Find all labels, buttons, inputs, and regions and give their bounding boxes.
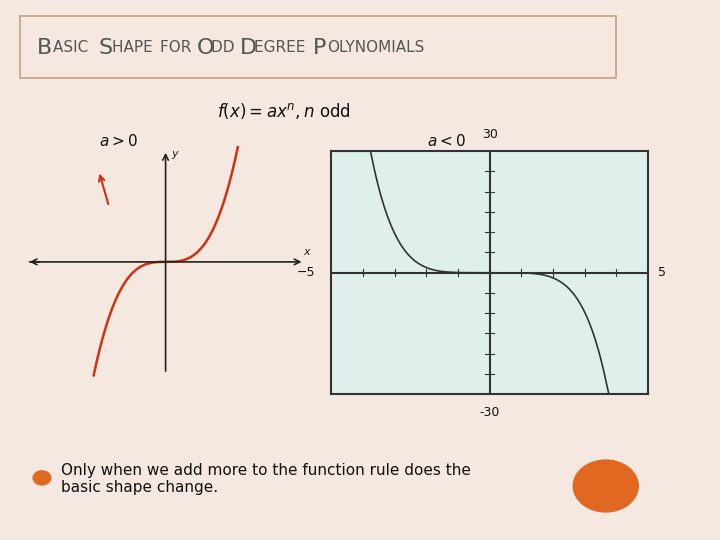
Text: FOR: FOR (161, 40, 197, 55)
Text: 5: 5 (657, 266, 665, 279)
Text: y: y (172, 149, 179, 159)
Text: B: B (37, 37, 53, 58)
Text: DD: DD (211, 40, 240, 55)
Text: P: P (313, 37, 327, 58)
Text: ASIC: ASIC (53, 40, 93, 55)
Text: Only when we add more to the function rule does the: Only when we add more to the function ru… (61, 463, 471, 478)
Text: $a < 0$: $a < 0$ (428, 133, 466, 149)
Text: -30: -30 (480, 406, 500, 420)
Text: $a > 0$: $a > 0$ (99, 133, 138, 149)
Circle shape (573, 460, 638, 512)
Text: EGREE: EGREE (254, 40, 311, 55)
Text: 30: 30 (482, 128, 498, 141)
Text: x: x (304, 247, 310, 257)
Text: basic shape change.: basic shape change. (61, 480, 218, 495)
Circle shape (33, 471, 50, 485)
Text: HAPE: HAPE (112, 40, 157, 55)
Text: OLYNOMIALS: OLYNOMIALS (327, 40, 424, 55)
Text: O: O (197, 37, 214, 58)
Text: S: S (98, 37, 112, 58)
Bar (20, 16, 616, 78)
Text: −5: −5 (297, 266, 315, 279)
Text: D: D (240, 37, 257, 58)
Text: $f(x) = ax^n, n\ \mathrm{odd}$: $f(x) = ax^n, n\ \mathrm{odd}$ (217, 100, 351, 121)
